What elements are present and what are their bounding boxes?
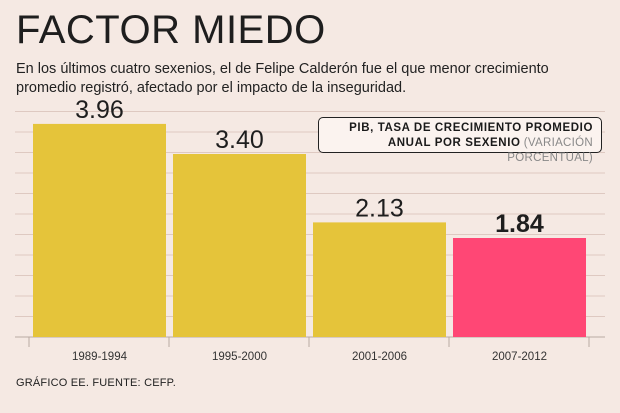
source-note: GRÁFICO EE. FUENTE: CEFP. [16, 377, 177, 389]
tick-label: 2007-2012 [492, 351, 547, 363]
legend-line-1: PIB, TASA DE CRECIMIENTO PROMEDIO [349, 122, 593, 134]
bar-2001-2006 [313, 222, 446, 337]
value-label: 1.84 [495, 210, 544, 238]
bar-1989-1994 [33, 123, 166, 338]
value-labels: 3.96 3.40 2.13 1.84 [75, 96, 544, 238]
bar-1995-2000 [173, 154, 306, 337]
value-label: 3.96 [75, 96, 124, 124]
legend-line-2: ANUAL POR SEXENIO [387, 137, 521, 149]
tick-label: 1995-2000 [212, 351, 267, 363]
chart-title: FACTOR MIEDO [16, 8, 326, 52]
bar-2007-2012 [453, 238, 586, 337]
chart-subtitle: En los últimos cuatro sexenios, el de Fe… [16, 61, 549, 96]
tick-label: 2001-2006 [352, 351, 407, 363]
tick-label: 1989-1994 [72, 351, 128, 363]
value-label: 3.40 [215, 126, 264, 154]
tick-labels: 1989-1994 1995-2000 2001-2006 2007-2012 [72, 351, 547, 363]
bars [33, 123, 586, 338]
value-label: 2.13 [355, 194, 404, 222]
legend-unit: (VARIACIÓN PORCENTUAL) [507, 137, 593, 164]
legend-box: PIB, TASA DE CRECIMIENTO PROMEDIO ANUAL … [318, 117, 602, 164]
